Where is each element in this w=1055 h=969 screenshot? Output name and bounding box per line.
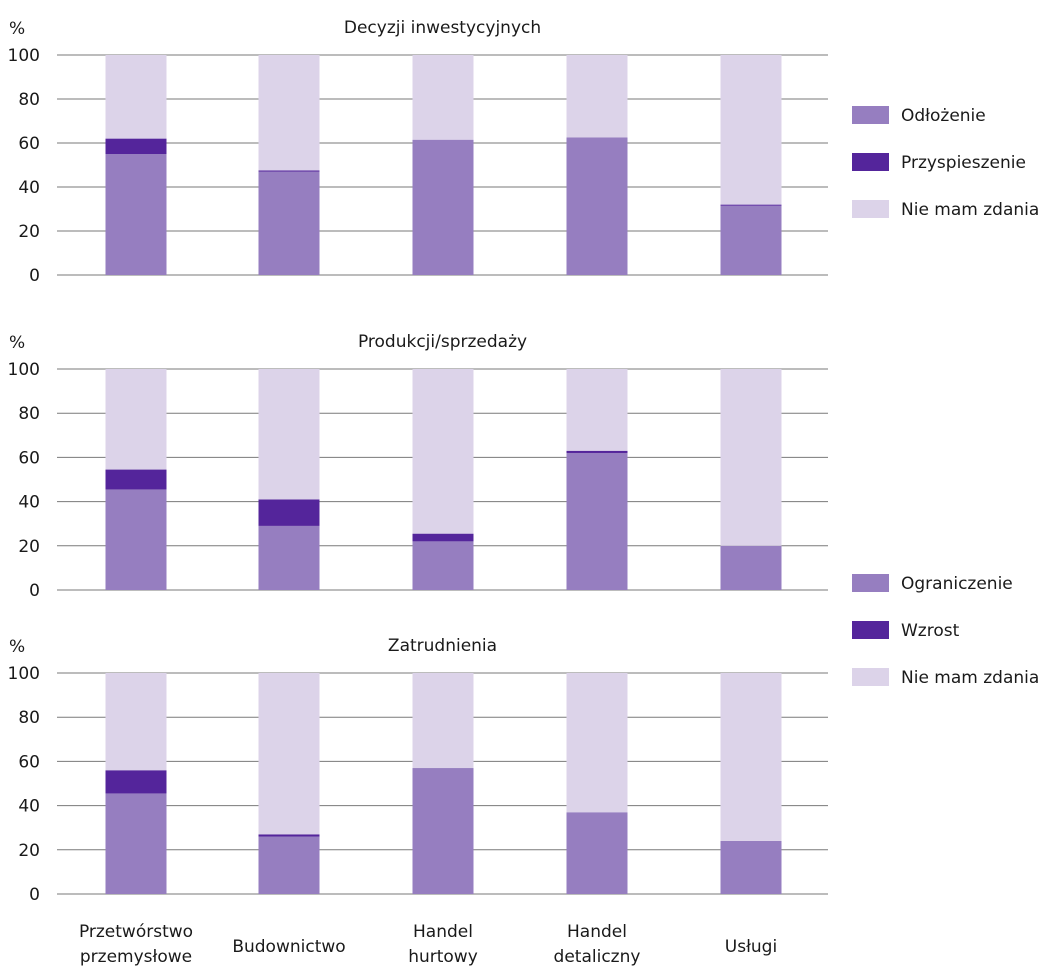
x-category-label: detaliczny (554, 947, 641, 967)
legend-swatch (852, 574, 889, 592)
bar-segment-neutral (258, 55, 320, 171)
bar-segment-negative (720, 205, 782, 275)
y-tick-label: 80 (18, 404, 40, 424)
bar-segment-neutral (720, 369, 782, 546)
x-category-label: Handel (567, 922, 627, 942)
x-category-label: hurtowy (408, 947, 478, 967)
bar-segment-negative (720, 840, 782, 894)
y-tick-label: 20 (18, 537, 40, 557)
bar-segment-negative (105, 793, 167, 894)
bar-segment-positive (720, 204, 782, 206)
bar-segment-neutral (105, 369, 167, 470)
legend-label: Odłożenie (901, 106, 986, 126)
legend-label: Nie mam zdania (901, 668, 1039, 688)
legend-swatch (852, 668, 889, 686)
y-tick-label: 20 (18, 222, 40, 242)
bar-segment-neutral (412, 673, 474, 769)
bar-segment-neutral (566, 369, 628, 451)
bar-segment-negative (105, 154, 167, 275)
y-tick-label: 60 (18, 134, 40, 154)
bar-segment-negative (720, 545, 782, 590)
bar-segment-neutral (720, 673, 782, 841)
bar-segment-negative (258, 836, 320, 894)
bar-segment-neutral (105, 673, 167, 771)
bar-segment-neutral (566, 673, 628, 813)
bar-segment-positive (412, 533, 474, 542)
y-tick-label: 100 (8, 664, 40, 684)
bar-segment-neutral (258, 369, 320, 500)
bar-segment-neutral (720, 55, 782, 205)
y-tick-label: 60 (18, 448, 40, 468)
y-tick-label: 0 (29, 266, 40, 286)
bar-segment-positive (258, 170, 320, 172)
bar-segment-neutral (412, 369, 474, 534)
y-tick-label: 0 (29, 885, 40, 905)
legend-label: Nie mam zdania (901, 200, 1039, 220)
chart-panel-3: % Zatrudnienia 0 20 40 60 80 100 (8, 636, 828, 905)
chart-panel-1: % Decyzji inwestycyjnych 0 20 40 60 80 100 Odłoż… (8, 18, 1040, 286)
bar-segment-negative (412, 541, 474, 590)
legend-label: Wzrost (901, 621, 960, 641)
bar-segment-positive (105, 770, 167, 794)
bar-segment-neutral (412, 55, 474, 140)
y-tick-label: 20 (18, 841, 40, 861)
legend-label: Przyspieszenie (901, 153, 1026, 173)
bar-segment-negative (566, 137, 628, 275)
bar-segment-neutral (258, 673, 320, 835)
bar-segment-positive (566, 450, 628, 453)
legend-swatch (852, 621, 889, 639)
legend-swatch (852, 106, 889, 124)
panel-title: Decyzji inwestycyjnych (344, 18, 541, 38)
bar-segment-neutral (566, 55, 628, 138)
bar-segment-neutral (105, 55, 167, 139)
legend-swatch (852, 200, 889, 218)
bar-segment-positive (258, 834, 320, 837)
y-tick-label: 40 (18, 797, 40, 817)
y-tick-label: 40 (18, 493, 40, 513)
y-tick-label: 80 (18, 90, 40, 110)
y-tick-label: 0 (29, 581, 40, 601)
legend-swatch (852, 153, 889, 171)
bar-segment-negative (105, 489, 167, 590)
x-category-label: Handel (413, 922, 473, 942)
bar-segment-positive (258, 499, 320, 526)
bar-segment-positive (105, 138, 167, 154)
y-tick-label: 60 (18, 752, 40, 772)
panel-title: Produkcji/sprzedaży (358, 332, 527, 352)
bar-segment-negative (412, 768, 474, 894)
x-category-label: Budownictwo (232, 937, 345, 957)
panel-title: Zatrudnienia (388, 636, 497, 656)
bar-segment-negative (566, 452, 628, 590)
y-tick-label: 40 (18, 178, 40, 198)
y-tick-label: 80 (18, 708, 40, 728)
y-axis-unit-label: % (9, 637, 25, 657)
y-axis-unit-label: % (9, 333, 25, 353)
bar-segment-negative (258, 171, 320, 275)
x-category-label: przemysłowe (80, 947, 192, 967)
legend-label: Ograniczenie (901, 574, 1013, 594)
y-axis-unit-label: % (9, 19, 25, 39)
chart-panel-2: % Produkcji/sprzedaży 0 20 40 60 80 100 Ogranicz… (8, 332, 1040, 688)
bar-segment-negative (258, 525, 320, 590)
x-category-label: Usługi (725, 937, 777, 957)
y-tick-label: 100 (8, 46, 40, 66)
bar-segment-negative (566, 812, 628, 894)
bar-segment-positive (105, 469, 167, 490)
bar-segment-negative (412, 139, 474, 275)
x-category-label: Przetwórstwo (79, 922, 193, 942)
y-tick-label: 100 (8, 360, 40, 380)
